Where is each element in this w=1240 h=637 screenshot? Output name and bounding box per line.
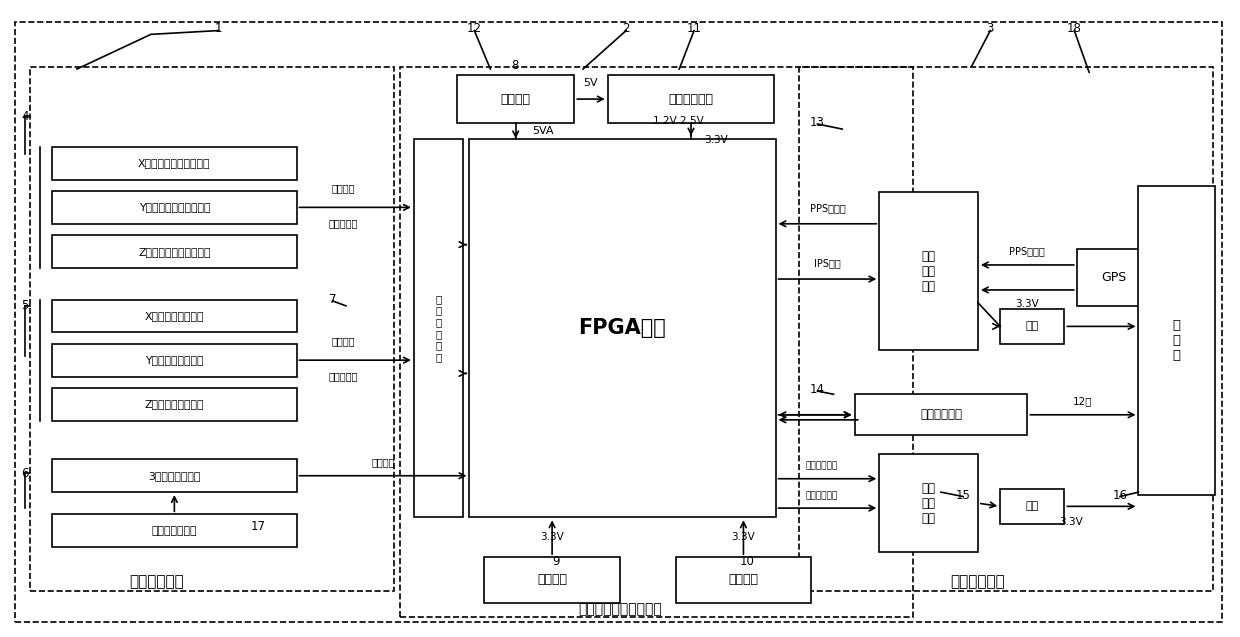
Text: 脉冲信号: 脉冲信号 xyxy=(331,183,355,194)
Text: 1: 1 xyxy=(215,22,222,34)
Text: 5V: 5V xyxy=(584,78,599,89)
Text: 数据打包输出: 数据打包输出 xyxy=(805,491,837,500)
Text: 9: 9 xyxy=(552,555,559,568)
Text: 串口: 串口 xyxy=(1025,501,1039,512)
Text: 数字信号: 数字信号 xyxy=(371,457,394,467)
Bar xyxy=(676,557,811,603)
Text: 时间
同步
模块: 时间 同步 模块 xyxy=(921,250,936,292)
Text: 3.3V: 3.3V xyxy=(1016,299,1039,309)
Text: 3.3V: 3.3V xyxy=(704,135,728,145)
Text: 5: 5 xyxy=(21,299,29,312)
Text: PPS秒脉冲: PPS秒脉冲 xyxy=(1009,246,1045,256)
Text: 电源转换模块: 电源转换模块 xyxy=(668,92,713,106)
Text: 8: 8 xyxy=(511,59,518,73)
Text: 13: 13 xyxy=(810,116,825,129)
Text: 配置芜片: 配置芜片 xyxy=(537,573,567,587)
Text: 3.3V: 3.3V xyxy=(541,533,564,542)
Text: 17: 17 xyxy=(250,520,265,533)
Text: 数据输出指令: 数据输出指令 xyxy=(805,462,837,471)
Bar xyxy=(52,514,296,547)
Text: 7: 7 xyxy=(329,293,336,306)
Text: 10: 10 xyxy=(740,555,755,568)
Bar xyxy=(414,138,464,517)
Text: 15: 15 xyxy=(956,489,971,502)
Bar xyxy=(52,191,296,224)
Text: 串口: 串口 xyxy=(1025,322,1039,331)
Text: 1.2V 2.5V: 1.2V 2.5V xyxy=(653,116,704,126)
Text: 电源模块: 电源模块 xyxy=(501,92,531,106)
Text: 6: 6 xyxy=(21,467,29,480)
Text: GPS: GPS xyxy=(1101,271,1126,284)
Text: 3路数字温度信号: 3路数字温度信号 xyxy=(148,471,201,481)
Bar xyxy=(854,394,1028,435)
Bar xyxy=(879,454,978,552)
Text: Y正负轴向加速度计信号: Y正负轴向加速度计信号 xyxy=(139,203,210,212)
Bar xyxy=(401,67,913,617)
Bar xyxy=(30,67,394,591)
Text: 上
位
机: 上 位 机 xyxy=(1173,319,1180,362)
Text: 12: 12 xyxy=(466,22,482,34)
Text: 14: 14 xyxy=(810,383,825,396)
Bar xyxy=(52,459,296,492)
Text: 3.3V: 3.3V xyxy=(732,533,755,542)
Text: 18: 18 xyxy=(1066,22,1081,34)
Bar xyxy=(470,138,775,517)
Text: 加速度信息: 加速度信息 xyxy=(329,218,357,228)
Text: 时钟电路: 时钟电路 xyxy=(728,573,759,587)
Text: Y正负轴向陀螺信号: Y正负轴向陀螺信号 xyxy=(145,355,203,365)
Bar xyxy=(52,147,296,180)
Text: 3: 3 xyxy=(987,22,994,34)
Bar xyxy=(484,557,620,603)
Text: IPS脉冲: IPS脉冲 xyxy=(813,258,841,268)
Text: PPS秒脉冲: PPS秒脉冲 xyxy=(810,203,846,213)
Text: 5VA: 5VA xyxy=(532,125,553,136)
Text: 串口扩展模块: 串口扩展模块 xyxy=(920,408,962,421)
Text: X正负轴向加速度计信号: X正负轴向加速度计信号 xyxy=(138,158,211,168)
Bar xyxy=(52,388,296,421)
Text: 信号输入模块: 信号输入模块 xyxy=(130,575,185,589)
Bar xyxy=(1138,186,1215,496)
Text: 数字温度传感器: 数字温度传感器 xyxy=(151,526,197,536)
Text: 数据通信模块: 数据通信模块 xyxy=(951,575,1006,589)
Text: 光
耦
隔
离
电
路: 光 耦 隔 离 电 路 xyxy=(435,294,441,362)
Text: 信号采集与预处理模块: 信号采集与预处理模块 xyxy=(578,602,662,616)
Text: 2: 2 xyxy=(622,22,630,34)
Text: 数据
输出
模块: 数据 输出 模块 xyxy=(921,482,936,525)
Text: 角速度信息: 角速度信息 xyxy=(329,371,357,381)
Bar xyxy=(608,75,774,123)
Bar xyxy=(1076,249,1151,306)
Bar xyxy=(1001,309,1064,344)
Text: 脉冲信号: 脉冲信号 xyxy=(331,336,355,347)
Bar xyxy=(52,235,296,268)
Bar xyxy=(458,75,574,123)
Bar xyxy=(52,299,296,333)
Text: 4: 4 xyxy=(21,110,29,123)
Text: 12路: 12路 xyxy=(1073,396,1092,406)
Text: 16: 16 xyxy=(1112,489,1127,502)
Text: Z正负轴向陀螺信号: Z正负轴向陀螺信号 xyxy=(145,399,205,410)
Bar xyxy=(879,192,978,350)
Text: X正负轴向陀螺信号: X正负轴向陀螺信号 xyxy=(145,311,205,321)
Text: Z正负轴向加速度计信号: Z正负轴向加速度计信号 xyxy=(138,247,211,257)
Text: FPGA芜片: FPGA芜片 xyxy=(579,318,666,338)
Text: 3.3V: 3.3V xyxy=(1059,517,1083,527)
Text: 11: 11 xyxy=(687,22,702,34)
Bar xyxy=(1001,489,1064,524)
Bar xyxy=(799,67,1213,591)
Bar xyxy=(52,344,296,376)
